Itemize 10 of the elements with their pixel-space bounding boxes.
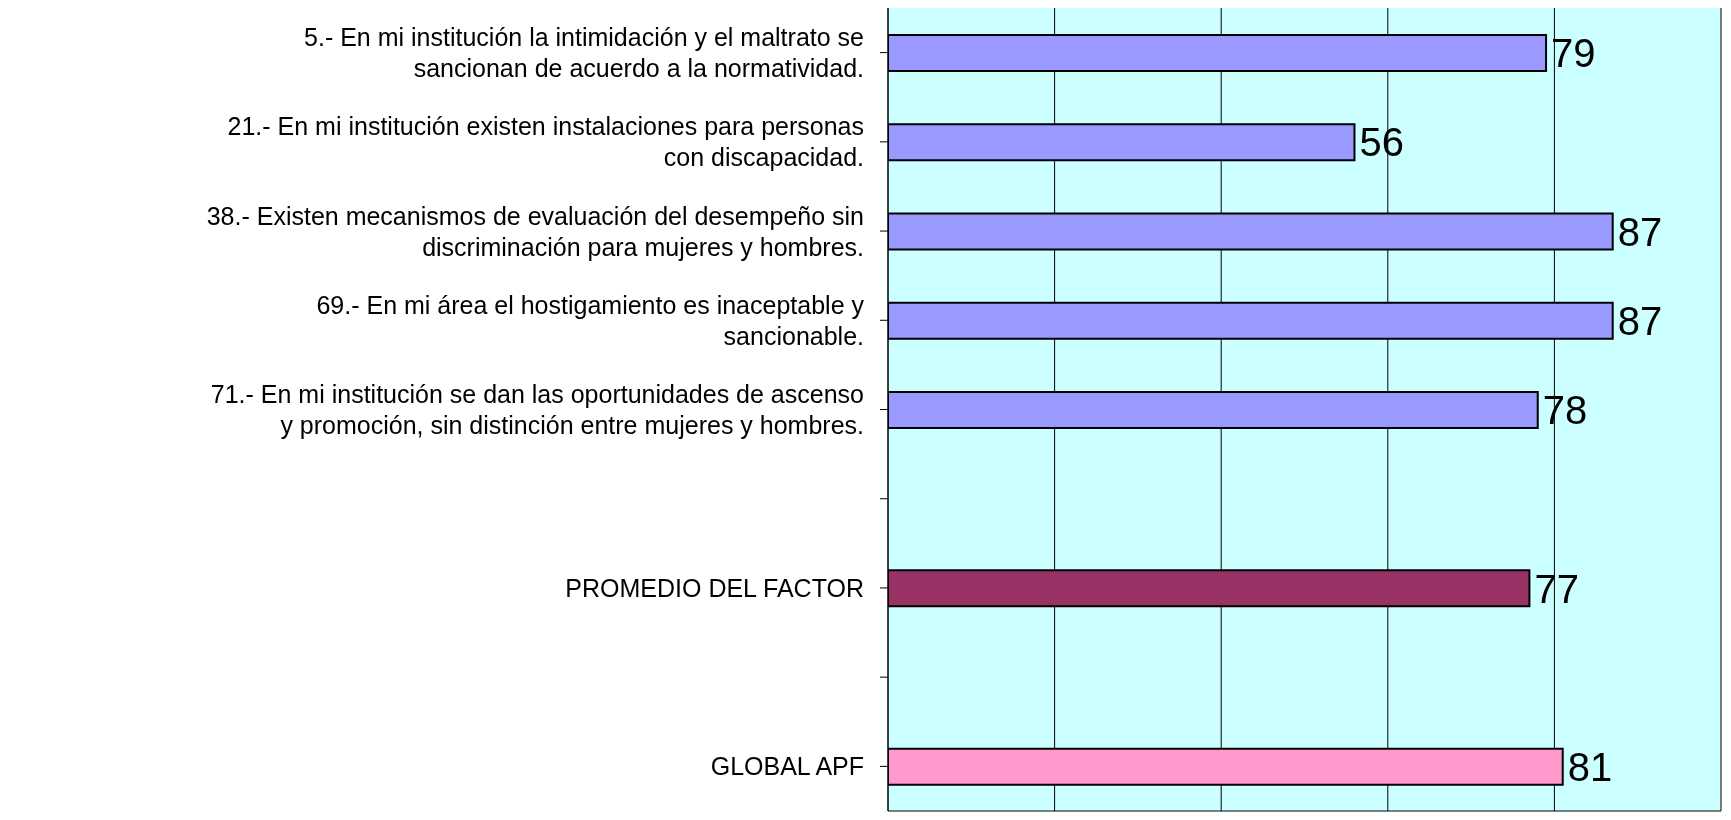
y-tick-label: PROMEDIO DEL FACTOR: [565, 573, 864, 602]
data-label: 87: [1617, 298, 1663, 343]
y-tick-label: 69.- En mi área el hostigamiento es inaceptable y sancionable.: [316, 290, 865, 350]
y-tick-label: 38.- Existen mecanismos de evaluación del desempeño sin discriminación para mujeres y hombres.: [206, 201, 864, 261]
y-tick-label: 5.- En mi institución la intimidación y el maltrato se sancionan de acuerdo a la normatividad.: [304, 23, 864, 83]
y-tick-label: GLOBAL APF: [710, 752, 864, 781]
data-label: 81: [1567, 744, 1613, 789]
y-tick-label: 71.- En mi institución se dan las oportunidades de ascenso y promoción, sin distinción entre mujeres y hombres.: [210, 380, 864, 439]
y-tick-label: 21.- En mi institución existen instalaciones para personas con discapacidad.: [227, 112, 864, 172]
data-label: 87: [1617, 209, 1663, 254]
